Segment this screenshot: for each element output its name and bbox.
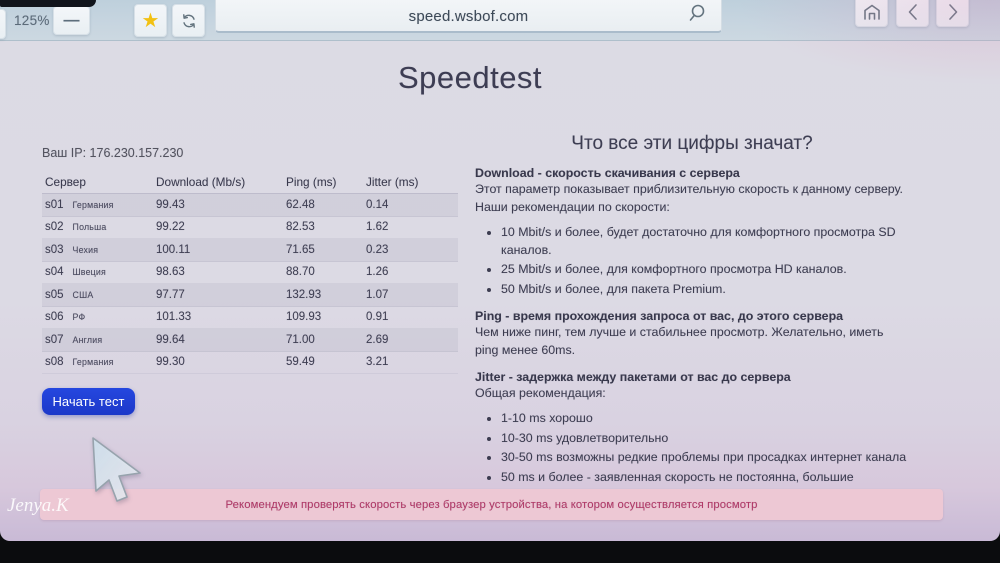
server-location: Чехия (72, 244, 99, 255)
start-test-button[interactable]: Начать тест (42, 388, 135, 415)
info-panel: Что все эти цифры значат? Download - ско… (475, 133, 909, 514)
jitter-value: 0.91 (366, 311, 389, 324)
table-row: s02 Польша 99.22 82.53 1.62 (42, 217, 458, 239)
download-value: 99.64 (156, 333, 185, 346)
ping-value: 71.65 (286, 243, 315, 256)
refresh-icon (182, 13, 195, 28)
chevron-right-icon (948, 4, 957, 20)
table-row: s08 Германия 99.30 59.49 3.21 (42, 352, 458, 374)
ping-value: 109.93 (286, 311, 322, 324)
forward-button[interactable] (936, 0, 969, 27)
server-id: s02 (45, 221, 64, 234)
ping-section-text: Чем ниже пинг, тем лучше и стабильнее пр… (475, 325, 884, 358)
col-header-download: Download (Mb/s) (156, 175, 246, 189)
bullet-item: 10-30 ms удовлетворительно (501, 430, 909, 448)
download-value: 101.33 (156, 311, 192, 324)
ping-value: 71.00 (286, 333, 315, 346)
bullet-item: 30-50 ms возможны редкие проблемы при пр… (501, 449, 909, 467)
server-id: s04 (45, 266, 64, 279)
server-location: Англия (72, 334, 103, 345)
download-value: 99.30 (156, 356, 185, 369)
table-header-row: Сервер Download (Mb/s) Ping (ms) Jitter … (42, 171, 458, 194)
bullet-item: 50 Mbit/s и более, для пакета Premium. (501, 281, 909, 299)
ping-value: 59.49 (286, 356, 315, 369)
table-row: s06 РФ 101.33 109.93 0.91 (42, 307, 458, 329)
jitter-value: 3.21 (366, 356, 389, 369)
url-bar[interactable]: speed.wsbof.com (215, 0, 722, 33)
server-id: s01 (45, 198, 64, 211)
server-id: s07 (45, 333, 64, 346)
info-heading: Что все эти цифры значат? (571, 133, 813, 154)
tv-bezel-corner (0, 0, 96, 7)
server-id: s05 (45, 288, 64, 301)
speedtest-table: Сервер Download (Mb/s) Ping (ms) Jitter … (42, 171, 458, 374)
server-location: РФ (72, 312, 86, 323)
download-value: 99.22 (156, 221, 185, 234)
server-location: США (72, 289, 94, 300)
chevron-left-icon (908, 4, 917, 20)
download-value: 98.63 (156, 266, 185, 279)
home-button[interactable] (855, 0, 888, 27)
star-icon: ★ (141, 9, 160, 32)
table-row: s04 Швеция 98.63 88.70 1.26 (42, 262, 458, 284)
col-header-jitter: Jitter (ms) (366, 175, 419, 189)
ping-value: 132.93 (286, 288, 322, 301)
jitter-section-title: Jitter - задержка между пакетами от вас … (475, 369, 791, 384)
ping-value: 62.48 (286, 198, 315, 211)
jitter-value: 0.23 (366, 243, 389, 256)
ping-value: 82.53 (286, 221, 315, 234)
recommendation-banner: Рекомендуем проверять скорость через бра… (40, 489, 943, 520)
tv-screen: 125% — ★ speed.wsbof.com (0, 0, 1000, 541)
server-location: Германия (72, 199, 114, 210)
download-value: 97.77 (156, 288, 185, 301)
jitter-section-text: Общая рекомендация: (475, 385, 606, 400)
banner-text: Рекомендуем проверять скорость через бра… (225, 498, 758, 511)
table-row: s07 Англия 99.64 71.00 2.69 (42, 329, 458, 352)
back-button[interactable] (896, 0, 929, 27)
zoom-out-button[interactable]: — (53, 6, 90, 35)
ip-address-line: Ваш IP: 176.230.157.230 (42, 146, 184, 160)
ping-section-title: Ping - время прохождения запроса от вас,… (475, 309, 844, 324)
jitter-value: 1.62 (366, 221, 389, 234)
server-location: Польша (72, 222, 107, 233)
zoom-level-label: 125% (14, 13, 50, 28)
table-row: s05 США 97.77 132.93 1.07 (42, 284, 458, 307)
jitter-value: 2.69 (366, 333, 389, 346)
download-section-text: Этот параметр показывает приблизительную… (475, 182, 903, 214)
minus-icon: — (63, 11, 80, 29)
download-section-title: Download - скорость скачивания с сервера (475, 166, 740, 180)
col-header-server: Сервер (45, 175, 86, 189)
bullet-item: 10 Mbit/s и более, будет достаточно для … (501, 224, 909, 260)
table-row: s03 Чехия 100.11 71.65 0.23 (42, 239, 458, 262)
server-location: Германия (72, 357, 114, 368)
watermark: Jenya.K (7, 495, 69, 516)
page-title: Speedtest (397, 60, 543, 95)
results-panel: Ваш IP: 176.230.157.230 Сервер Download … (42, 146, 458, 446)
ping-value: 88.70 (286, 266, 315, 279)
server-location: Швеция (72, 267, 106, 278)
edge-partial-button[interactable] (0, 9, 6, 39)
table-row: s01 Германия 99.43 62.48 0.14 (42, 194, 458, 217)
jitter-value: 1.07 (366, 288, 389, 301)
bullet-item: 1-10 ms хорошо (501, 410, 909, 428)
jitter-value: 0.14 (366, 198, 389, 211)
home-icon (863, 4, 880, 20)
download-bullets: 10 Mbit/s и более, будет достаточно для … (475, 224, 909, 299)
reload-button[interactable] (172, 4, 205, 37)
server-id: s08 (45, 356, 64, 369)
bookmark-button[interactable]: ★ (134, 4, 167, 37)
server-id: s03 (45, 243, 64, 256)
download-value: 99.43 (156, 198, 185, 211)
search-icon[interactable] (688, 3, 707, 25)
url-text: speed.wsbof.com (408, 8, 529, 25)
jitter-value: 1.26 (366, 266, 389, 279)
browser-toolbar: 125% — ★ speed.wsbof.com (0, 0, 1000, 41)
col-header-ping: Ping (ms) (286, 175, 337, 189)
bullet-item: 25 Mbit/s и более, для комфортного просм… (501, 261, 909, 279)
server-id: s06 (45, 311, 64, 324)
download-value: 100.11 (156, 243, 191, 256)
